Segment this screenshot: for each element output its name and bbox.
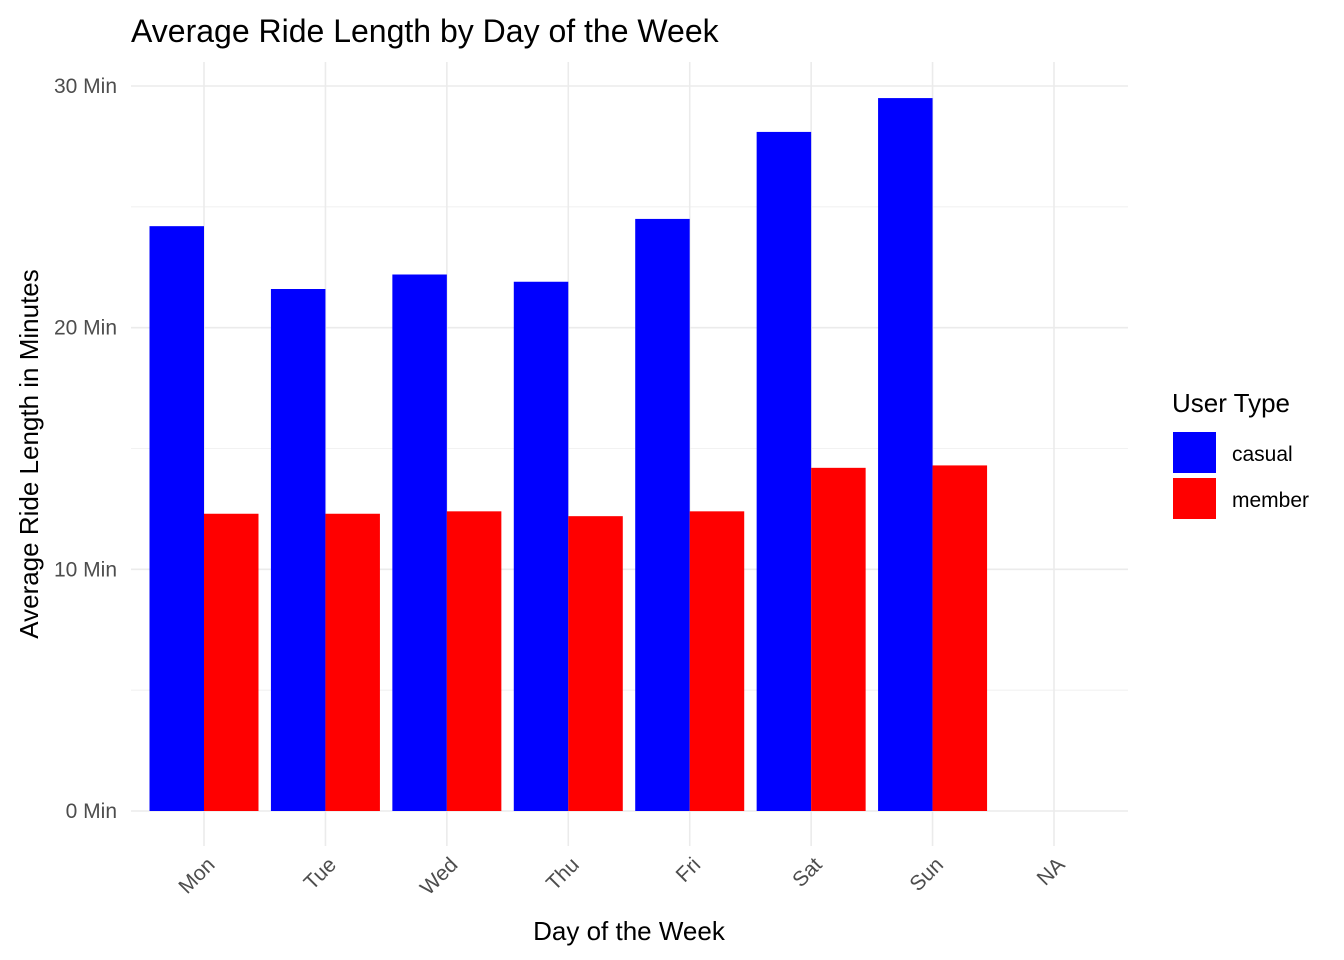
- x-tick-label: NA: [1033, 853, 1070, 890]
- bar-member-fri: [689, 511, 745, 811]
- y-tick-label: 0 Min: [66, 800, 117, 823]
- bar-casual-sun: [878, 98, 933, 812]
- x-tick-label: Thu: [542, 853, 584, 895]
- legend-title: User Type: [1172, 388, 1290, 418]
- bar-member-mon: [204, 513, 259, 811]
- bar-casual-sat: [756, 131, 812, 811]
- y-axis-title: Average Ride Length in Minutes: [14, 269, 44, 639]
- y-tick-label: 20 Min: [54, 317, 117, 340]
- bar-casual-tue: [270, 289, 326, 811]
- x-tick-label: Sat: [788, 853, 827, 892]
- x-axis-ticks: Mon Tue Wed Thu Fri Sat Sun NA: [174, 853, 1069, 900]
- legend-label-casual: casual: [1232, 443, 1293, 466]
- x-tick-label: Wed: [416, 853, 463, 900]
- x-tick-label: Fri: [672, 853, 706, 887]
- legend-label-member: member: [1232, 489, 1309, 512]
- legend-key-member: [1173, 478, 1216, 519]
- bar-casual-mon: [149, 226, 204, 811]
- chart-title: Average Ride Length by Day of the Week: [131, 13, 720, 49]
- x-tick-label: Mon: [174, 853, 219, 898]
- bar-member-sat: [811, 467, 866, 811]
- bar-casual-fri: [635, 218, 690, 811]
- bar-member-tue: [325, 513, 380, 811]
- y-axis-ticks: 0 Min 10 Min 20 Min 30 Min: [54, 75, 117, 823]
- y-tick-label: 10 Min: [54, 558, 117, 581]
- x-axis-title: Day of the Week: [533, 916, 726, 946]
- legend-key-casual: [1173, 432, 1216, 473]
- x-tick-label: Tue: [300, 853, 341, 894]
- x-tick-label: Sun: [905, 853, 948, 896]
- bars: [149, 98, 988, 812]
- bar-member-thu: [568, 516, 623, 811]
- y-tick-label: 30 Min: [54, 75, 117, 98]
- legend: User Type casual member: [1172, 388, 1309, 519]
- bar-casual-thu: [513, 281, 569, 811]
- bar-casual-wed: [392, 274, 447, 811]
- bar-member-sun: [932, 465, 988, 811]
- bar-member-wed: [446, 511, 502, 811]
